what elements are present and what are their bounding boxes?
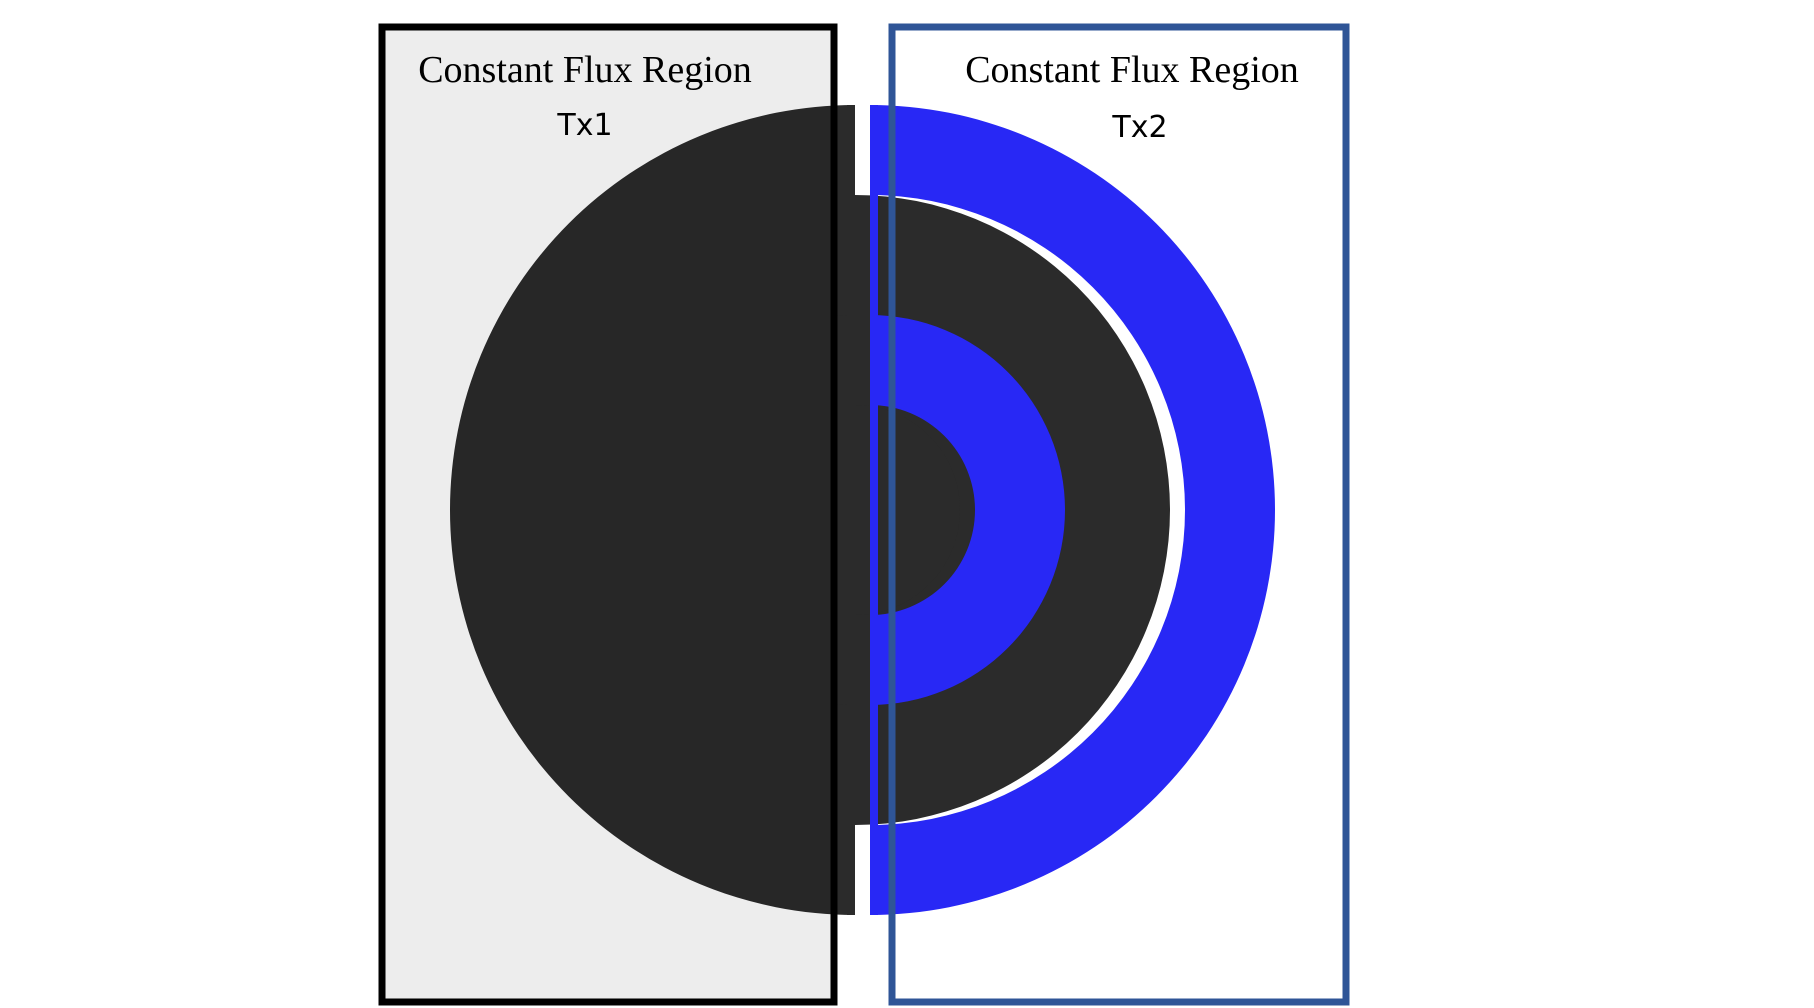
tx2-flux-region-box <box>888 23 1350 1006</box>
tx1-coil <box>450 105 1170 915</box>
tx2-coil-label: Tx2 <box>1111 110 1167 145</box>
tx2-outer-winding <box>870 105 1275 915</box>
tx2-coil <box>870 105 1275 915</box>
tx2-region-title: Constant Flux Region <box>965 49 1299 91</box>
tx1-coil-label: Tx1 <box>556 108 612 143</box>
tx1-region-title: Constant Flux Region <box>418 49 752 91</box>
tx1-connector-lead <box>847 105 855 915</box>
tx2-inner-winding <box>870 315 1065 705</box>
tx1-flux-region-box <box>378 23 838 1006</box>
tx1-inner-winding <box>660 315 960 705</box>
tx2-connector-lead <box>870 105 878 915</box>
